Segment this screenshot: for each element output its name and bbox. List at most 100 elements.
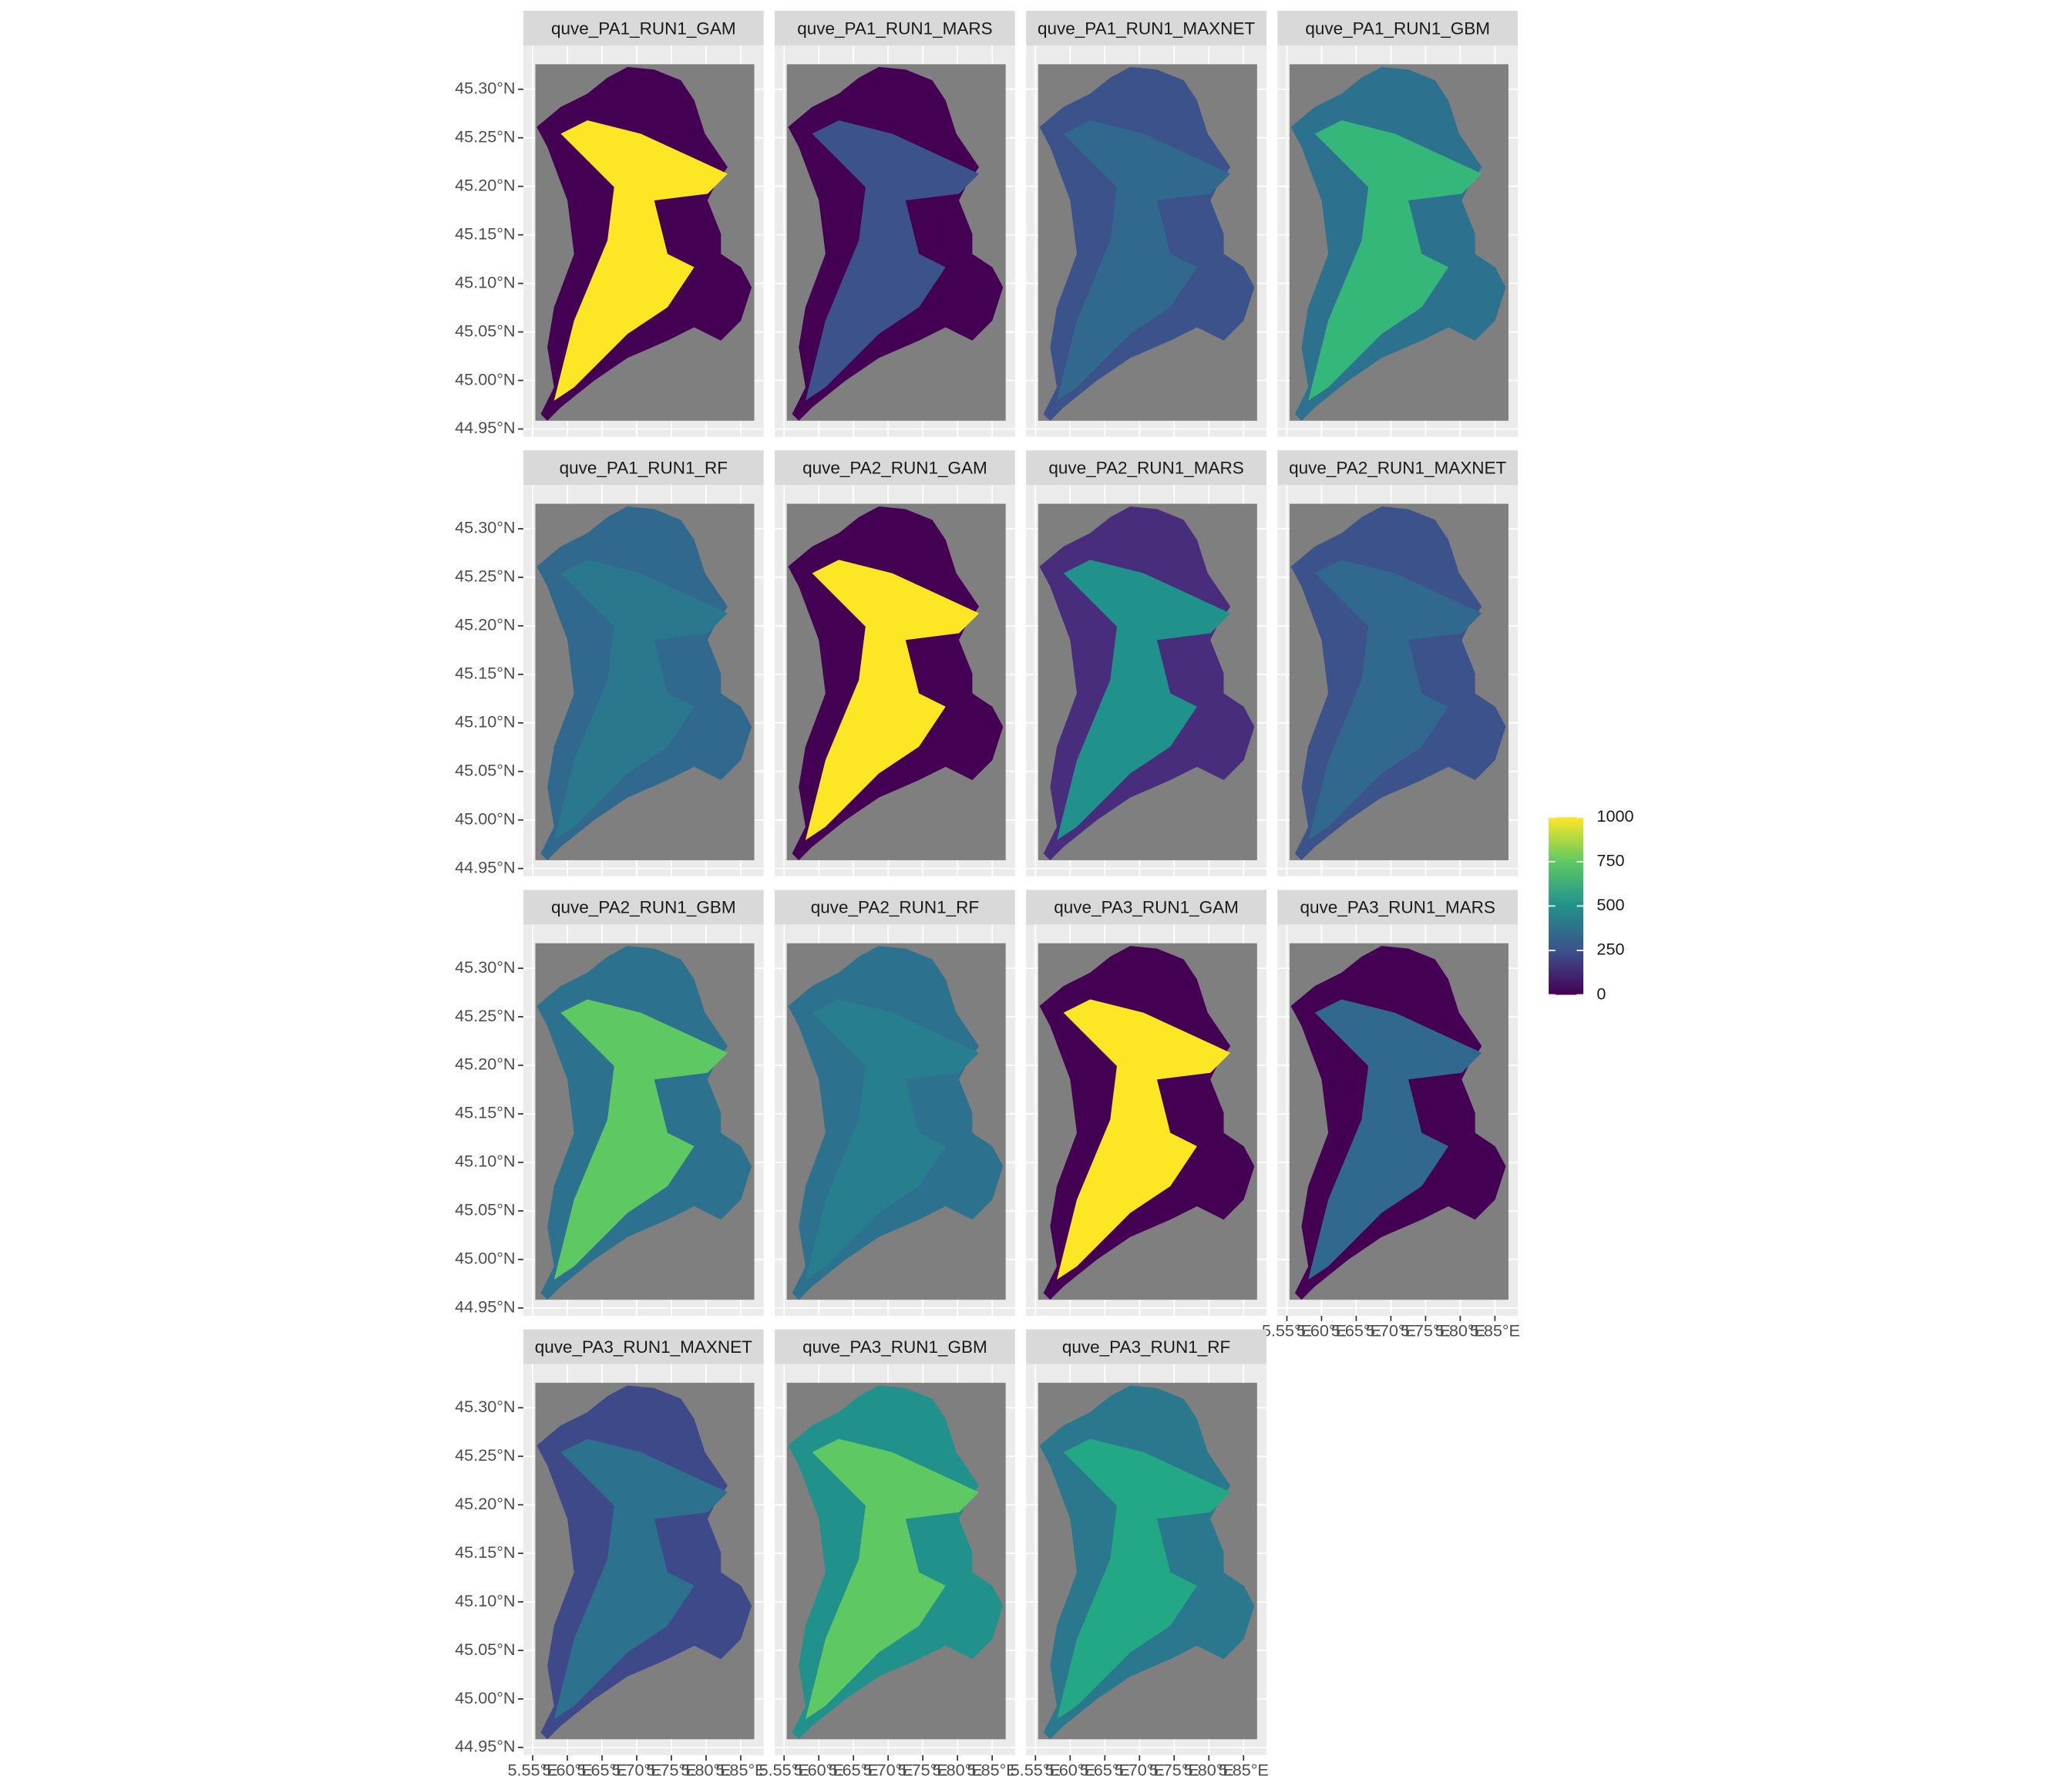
panel-title: quve_PA3_RUN1_MAXNET <box>535 1337 752 1357</box>
y-tick-label: 44.95°N <box>455 418 515 437</box>
y-tick-label: 45.20°N <box>455 175 515 194</box>
panel-title: quve_PA2_RUN1_GBM <box>551 898 736 917</box>
y-tick-label: 45.25°N <box>455 1006 515 1025</box>
strip <box>1277 450 1519 486</box>
x-tick-label: 5.55°E <box>1262 1320 1312 1340</box>
raster-region-high <box>553 120 728 401</box>
y-tick-label: 45.05°N <box>455 1200 515 1219</box>
x-tick-label: 5.70°E <box>863 1761 913 1776</box>
panel-title: quve_PA1_RUN1_MAXNET <box>1038 18 1255 38</box>
y-tick-label: 45.10°N <box>455 272 515 291</box>
strip <box>1026 11 1266 46</box>
strip <box>1277 11 1519 46</box>
panel-title: quve_PA3_RUN1_RF <box>1062 1337 1230 1357</box>
panel-title: quve_PA1_RUN1_GBM <box>1305 18 1490 38</box>
strip <box>1026 1329 1266 1364</box>
raster-region-high <box>1057 999 1231 1280</box>
panel-title: quve_PA2_RUN1_MAXNET <box>1289 458 1506 477</box>
x-tick-label: 5.65°E <box>829 1761 879 1776</box>
x-tick-label: 5.70°E <box>611 1761 661 1776</box>
strip <box>775 1329 1015 1364</box>
y-tick-label: 45.30°N <box>455 518 515 537</box>
y-tick-label: 45.05°N <box>455 321 515 340</box>
strip <box>1026 450 1266 486</box>
x-tick-label: 5.60°E <box>1297 1320 1347 1340</box>
y-tick-label: 45.15°N <box>455 1542 515 1562</box>
x-tick-label: 5.75°E <box>1401 1320 1451 1340</box>
y-tick-label: 45.15°N <box>455 664 515 683</box>
x-tick-label: 5.60°E <box>542 1761 592 1776</box>
y-tick-label: 44.95°N <box>455 1297 515 1317</box>
x-tick-label: 5.65°E <box>1080 1761 1130 1776</box>
x-tick-label: 5.85°E <box>1470 1320 1520 1340</box>
x-tick-label: 5.70°E <box>1115 1761 1165 1776</box>
raster-region-high <box>553 560 728 840</box>
y-tick-label: 45.05°N <box>455 1640 515 1659</box>
raster-region-high <box>1308 999 1482 1280</box>
y-tick-label: 45.05°N <box>455 760 515 779</box>
legend-label: 750 <box>1596 851 1624 870</box>
x-tick-label: 5.70°E <box>1366 1320 1416 1340</box>
x-tick-label: 5.75°E <box>1149 1761 1199 1776</box>
strip <box>523 890 764 925</box>
raster-region-high <box>1057 560 1231 840</box>
y-tick-label: 45.20°N <box>455 1054 515 1074</box>
x-tick-label: 5.55°E <box>1011 1761 1061 1776</box>
x-tick-label: 5.55°E <box>507 1761 557 1776</box>
x-tick-label: 5.65°E <box>577 1761 627 1776</box>
y-tick-label: 44.95°N <box>455 857 515 876</box>
y-tick-label: 45.30°N <box>455 79 515 98</box>
y-tick-label: 45.30°N <box>455 957 515 977</box>
raster-region-high <box>1057 120 1231 401</box>
y-tick-label: 45.25°N <box>455 567 515 586</box>
panel-title: quve_PA3_RUN1_MARS <box>1300 898 1495 917</box>
y-tick-label: 45.15°N <box>455 1103 515 1122</box>
x-tick-label: 5.55°E <box>759 1761 809 1776</box>
y-tick-label: 45.00°N <box>455 809 515 828</box>
panel-title: quve_PA2_RUN1_GAM <box>802 458 987 477</box>
raster-region-high <box>805 120 980 401</box>
panel-title: quve_PA1_RUN1_MARS <box>797 18 992 38</box>
panel-title: quve_PA3_RUN1_GBM <box>802 1337 987 1357</box>
x-tick-label: 5.80°E <box>1435 1320 1485 1340</box>
strip <box>775 450 1015 486</box>
raster-region-high <box>805 1438 980 1720</box>
raster-region-high <box>553 999 728 1280</box>
x-tick-label: 5.85°E <box>715 1761 765 1776</box>
raster-region-high <box>553 1438 728 1720</box>
y-tick-label: 45.25°N <box>455 126 515 146</box>
x-tick-label: 5.80°E <box>1184 1761 1234 1776</box>
x-tick-label: 5.60°E <box>794 1761 844 1776</box>
panel-title: quve_PA2_RUN1_RF <box>811 898 979 917</box>
legend-label: 500 <box>1596 895 1624 914</box>
legend-label: 1000 <box>1596 806 1633 826</box>
strip <box>523 11 764 46</box>
panel-title: quve_PA1_RUN1_GAM <box>551 18 736 38</box>
panel-title: quve_PA1_RUN1_RF <box>560 458 728 477</box>
raster-region-high <box>805 999 980 1280</box>
x-tick-label: 5.80°E <box>933 1761 983 1776</box>
y-tick-label: 45.20°N <box>455 615 515 634</box>
y-tick-label: 45.00°N <box>455 369 515 388</box>
y-tick-label: 45.10°N <box>455 1591 515 1610</box>
strip <box>1026 890 1266 925</box>
x-tick-label: 5.75°E <box>898 1761 948 1776</box>
raster-region-high <box>1057 1438 1231 1720</box>
y-tick-label: 45.20°N <box>455 1494 515 1513</box>
x-tick-label: 5.80°E <box>681 1761 731 1776</box>
strip <box>523 1329 764 1364</box>
raster-region-high <box>805 560 980 840</box>
raster-region-high <box>1308 560 1482 840</box>
legend-label: 0 <box>1596 984 1606 1003</box>
y-tick-label: 45.10°N <box>455 1152 515 1171</box>
y-tick-label: 44.95°N <box>455 1737 515 1756</box>
y-tick-label: 45.25°N <box>455 1445 515 1465</box>
raster-region-high <box>1308 120 1482 401</box>
strip <box>775 11 1015 46</box>
x-tick-label: 5.85°E <box>1219 1761 1269 1776</box>
x-tick-label: 5.60°E <box>1045 1761 1095 1776</box>
x-tick-label: 5.65°E <box>1331 1320 1381 1340</box>
y-tick-label: 45.15°N <box>455 224 515 243</box>
